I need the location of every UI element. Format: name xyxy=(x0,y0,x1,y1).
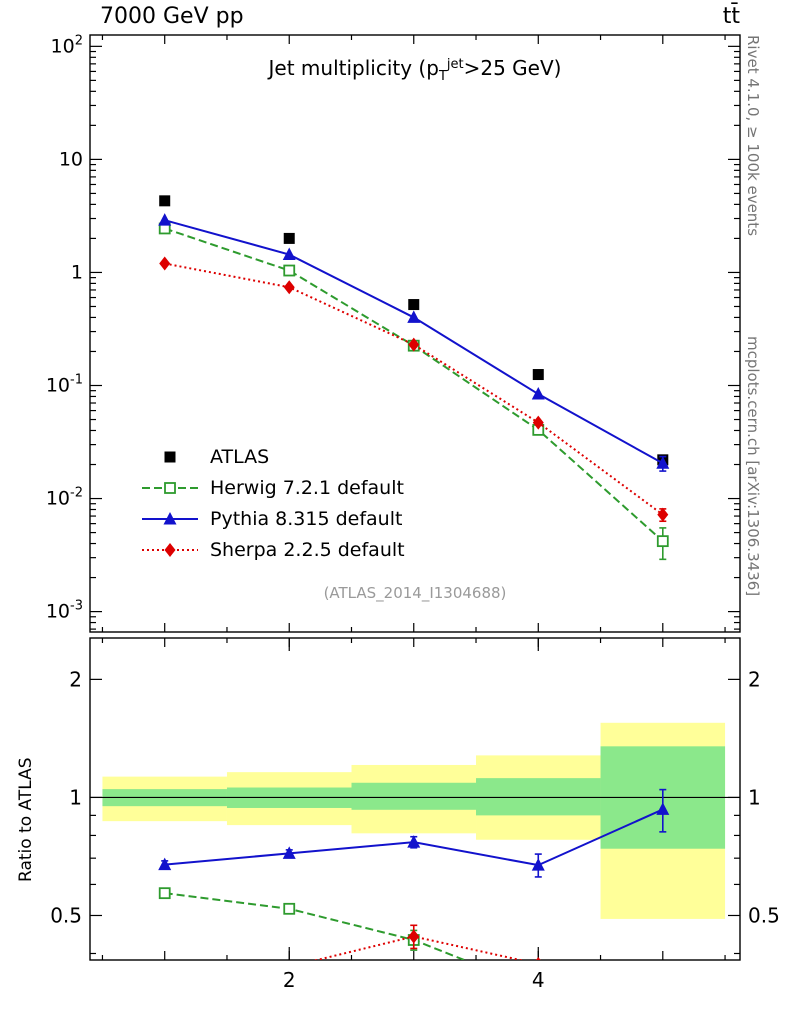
open-square-marker xyxy=(158,887,171,900)
filled-triangle-marker xyxy=(656,456,670,469)
plot-title-subscript: T xyxy=(438,69,447,84)
ratio-panel-frame xyxy=(89,637,741,961)
ratio-series-pythia xyxy=(158,788,670,878)
beam-energy-label: 7000 GeV pp xyxy=(100,4,244,29)
filled-diamond-marker xyxy=(532,415,544,430)
ratio-ytick-label-left: 0.5 xyxy=(50,903,82,927)
main-series-pythia xyxy=(158,213,670,472)
mcplots-reference-label: mcplots.cern.ch [arXiv:1306.3436] xyxy=(744,336,762,597)
filled-square-marker xyxy=(164,451,176,463)
filled-diamond-marker xyxy=(657,981,668,995)
ratio-uncertainty-bands xyxy=(90,722,740,919)
rivet-version-label: Rivet 4.1.0, ≥ 100k events xyxy=(744,35,762,237)
plot-title: Jet multiplicity (pTjet>25 GeV) xyxy=(90,56,740,84)
main-series-sherpa xyxy=(159,256,669,523)
ratio-ytick-label-left: 2 xyxy=(69,667,82,691)
filled-square-marker xyxy=(532,369,544,381)
filled-diamond-marker xyxy=(657,507,669,522)
legend-label: Herwig 7.2.1 default xyxy=(210,477,404,499)
legend-label: Pythia 8.315 default xyxy=(210,508,402,530)
filled-triangle-marker xyxy=(531,387,545,400)
legend-item-pythia: Pythia 8.315 default xyxy=(142,508,402,530)
filled-diamond-marker xyxy=(283,280,295,295)
filled-triangle-marker xyxy=(656,802,670,815)
filled-diamond-marker xyxy=(159,1008,170,1022)
xtick-label: 4 xyxy=(532,968,545,992)
legend-item-sherpa: Sherpa 2.2.5 default xyxy=(142,539,405,561)
filled-triangle-marker xyxy=(158,213,172,226)
filled-triangle-marker xyxy=(282,846,296,859)
plot-title-suffix: >25 GeV) xyxy=(463,56,562,80)
main-ytick-label: 1 xyxy=(71,261,83,283)
main-panel-frame xyxy=(89,34,741,633)
plot-title-superscript: jet xyxy=(446,57,464,72)
filled-square-marker xyxy=(159,195,171,207)
legend-item-atlas: ATLAS xyxy=(164,446,269,468)
plot-title-prefix: Jet multiplicity (p xyxy=(268,56,439,80)
filled-square-marker xyxy=(408,299,420,311)
ratio-panel-axes: 2 4 0.5 0.5 1 1 2 2 xyxy=(50,637,780,992)
analysis-watermark: (ATLAS_2014_I1304688) xyxy=(323,584,507,602)
filled-triangle-marker xyxy=(407,310,421,323)
filled-triangle-marker xyxy=(531,858,545,871)
green-uncertainty-band xyxy=(476,778,601,816)
ratio-ytick-label-right: 0.5 xyxy=(748,903,780,927)
open-square-marker xyxy=(164,482,176,494)
open-square-marker xyxy=(656,535,669,548)
filled-diamond-marker xyxy=(535,957,541,960)
ratio-ytick-label-right: 2 xyxy=(748,667,761,691)
filled-diamond-marker xyxy=(159,256,171,271)
legend-label: Sherpa 2.2.5 default xyxy=(210,539,405,561)
open-square-marker xyxy=(283,902,296,915)
main-ytick-label: 10-2 xyxy=(46,486,83,510)
filled-triangle-marker xyxy=(163,512,177,525)
filled-square-marker xyxy=(283,232,295,244)
legend-item-herwig: Herwig 7.2.1 default xyxy=(142,477,404,499)
process-label: tt̄ xyxy=(722,4,740,29)
filled-diamond-marker xyxy=(289,959,290,960)
ratio-ytick-label-right: 1 xyxy=(748,785,761,809)
filled-diamond-marker xyxy=(408,929,420,944)
legend: ATLAS Herwig 7.2.1 default Pythia 8.315 de… xyxy=(142,446,405,561)
legend-label: ATLAS xyxy=(210,446,269,468)
ratio-ytick-label-left: 1 xyxy=(69,785,82,809)
ratio-series-sherpa xyxy=(159,924,668,1022)
xtick-label: 2 xyxy=(283,968,296,992)
filled-diamond-marker xyxy=(408,337,420,352)
ratio-axis-title: Ratio to ATLAS xyxy=(16,757,36,883)
filled-diamond-marker xyxy=(164,543,176,557)
open-square-marker xyxy=(283,264,296,277)
filled-triangle-marker xyxy=(407,835,421,848)
filled-triangle-marker xyxy=(282,247,296,261)
main-ytick-label: 10-3 xyxy=(46,599,83,623)
green-uncertainty-band xyxy=(351,782,477,810)
main-ytick-label: 10-1 xyxy=(46,372,83,396)
main-ytick-label: 102 xyxy=(51,33,83,57)
main-ytick-label: 10 xyxy=(59,148,83,170)
filled-triangle-marker xyxy=(158,857,172,871)
